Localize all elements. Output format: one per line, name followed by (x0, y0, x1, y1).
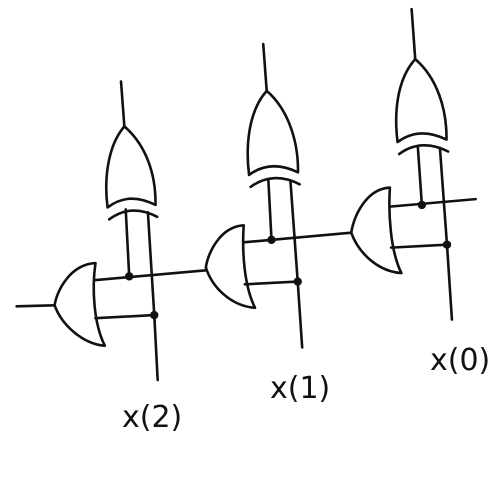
or-left-output-wire (15, 304, 56, 308)
junction-left-top (125, 272, 134, 281)
xor-output-wire-left (119, 80, 126, 128)
input-wire-x1 (296, 280, 304, 349)
input-label-x0: x(0) (430, 343, 490, 378)
xor-right-input-a (416, 145, 424, 207)
xor-left-input-a (124, 208, 131, 278)
circuit (15, 7, 477, 382)
xor-gate-middle-back-curve (249, 176, 301, 189)
xor-output-wire-right (410, 7, 417, 61)
xor-gate-right (394, 57, 448, 144)
or-middle-input-top (242, 231, 353, 244)
xor-middle-input-b (289, 179, 300, 283)
xor-right-input-b (438, 146, 449, 246)
input-wire-x2 (152, 313, 159, 382)
xor-gate-right-back-curve (397, 144, 450, 156)
junction-left-bottom (150, 310, 159, 320)
xor-gate-left-back-curve (107, 209, 159, 221)
junction-right-top (417, 200, 427, 210)
or-middle-input-bottom (243, 280, 300, 286)
or-left-input-top (93, 269, 208, 282)
or-left-input-bottom (94, 313, 156, 320)
junction-middle-top (267, 235, 276, 245)
xor-gate-left (105, 125, 157, 209)
xor-gate-middle (246, 89, 300, 177)
or-right-input-top (388, 197, 477, 208)
xor-left-input-b (146, 210, 156, 317)
or-right-input-bottom (389, 243, 449, 249)
junction-middle-bottom (293, 277, 302, 286)
xor-output-wire-middle (261, 42, 268, 93)
input-label-x2: x(2) (122, 400, 182, 435)
input-label-x1: x(1) (270, 371, 330, 406)
or-gate-middle (204, 223, 257, 310)
junction-right-bottom (442, 240, 452, 249)
input-wire-x0 (445, 243, 454, 321)
or-gate-right (349, 186, 403, 275)
or-gate-left (53, 261, 107, 348)
xor-middle-input-a (267, 177, 273, 241)
